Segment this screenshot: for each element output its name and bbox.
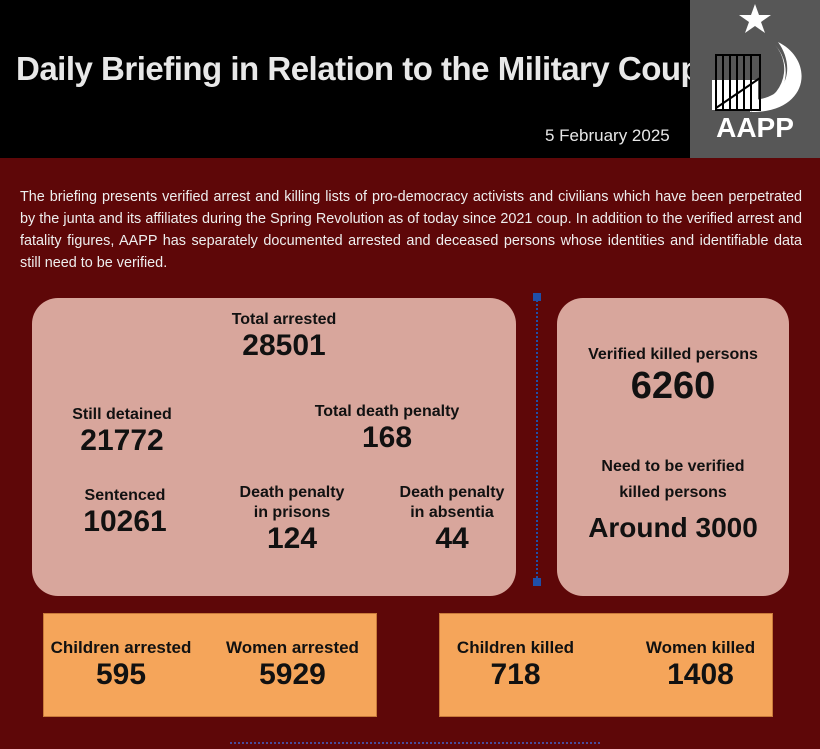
stat-unverified-killed: Need to be verified killed persons Aroun…	[588, 458, 758, 543]
stat-death-penalty-absentia: Death penalty in absentia 44	[399, 484, 505, 555]
bottom-divider	[230, 742, 600, 744]
logo-text: AAPP	[716, 112, 794, 143]
stat-women-killed: Women killed 1408	[645, 638, 756, 691]
killed-demographics-panel	[439, 613, 773, 717]
stat-women-arrested: Women arrested 5929	[226, 638, 359, 691]
stat-still-detained: Still detained 21772	[72, 406, 172, 457]
briefing-date: 5 February 2025	[545, 126, 670, 145]
stat-total-death-penalty: Total death penalty 168	[314, 403, 460, 454]
stat-children-arrested: Children arrested 595	[50, 638, 192, 691]
page-title: Daily Briefing in Relation to the Milita…	[16, 50, 701, 87]
star-crescent-prison-icon	[712, 4, 802, 112]
stat-sentenced: Sentenced 10261	[83, 487, 167, 538]
aapp-logo: AAPP	[690, 0, 820, 158]
stat-total-arrested: Total arrested 28501	[231, 311, 337, 362]
header: Daily Briefing in Relation to the Milita…	[0, 0, 820, 158]
stat-verified-killed: Verified killed persons 6260	[588, 346, 758, 407]
intro-text: The briefing presents verified arrest an…	[20, 189, 802, 271]
stat-death-penalty-prisons: Death penalty in prisons 124	[239, 484, 345, 555]
divider-dot-bottom	[533, 578, 541, 586]
killed-panel	[557, 298, 789, 596]
arrests-panel	[32, 298, 516, 596]
divider-dot-top	[533, 293, 541, 301]
divider-line	[536, 296, 538, 582]
stat-children-killed: Children killed 718	[456, 638, 575, 691]
arrested-demographics-panel	[43, 613, 377, 717]
